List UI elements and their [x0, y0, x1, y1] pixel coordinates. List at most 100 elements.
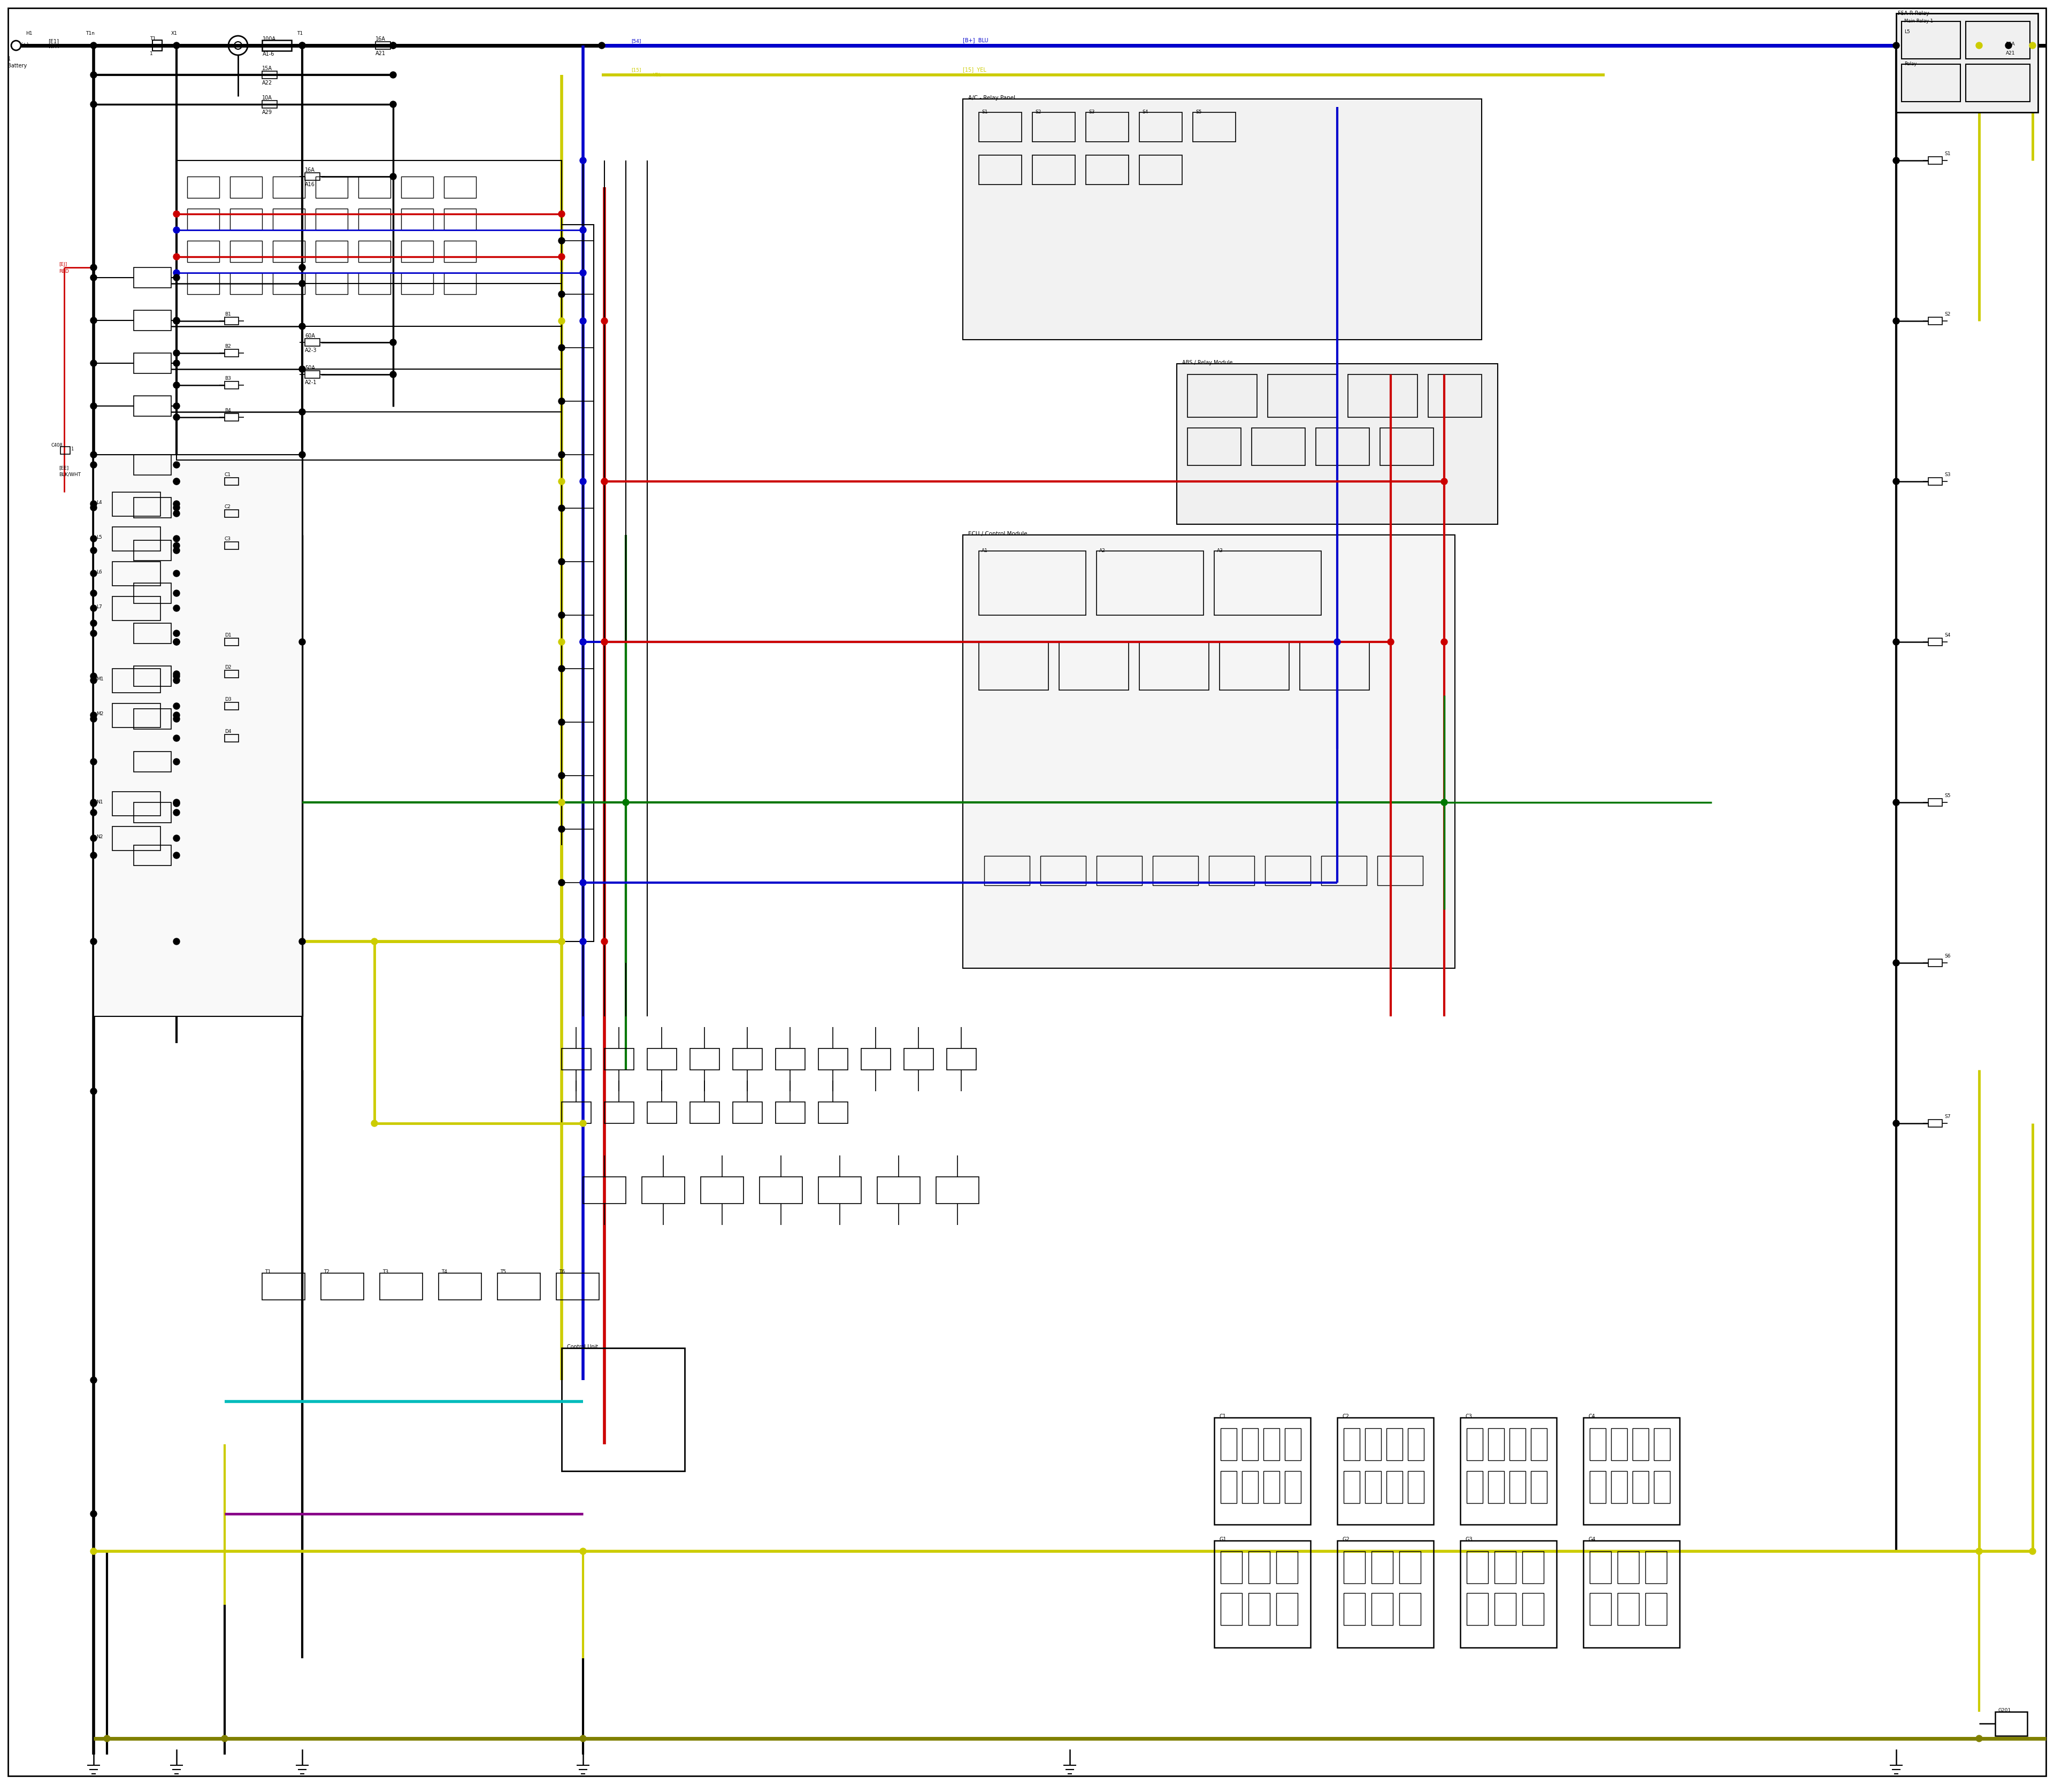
Bar [1610, 1428, 1627, 1460]
Bar [1378, 857, 1423, 885]
Bar [1140, 113, 1183, 142]
Circle shape [1442, 638, 1448, 645]
Text: D2: D2 [224, 665, 232, 670]
Text: T4: T4 [442, 1269, 448, 1274]
Bar [1097, 857, 1142, 885]
Text: A1-6: A1-6 [263, 52, 275, 57]
Bar [1399, 1552, 1421, 1584]
Circle shape [105, 1735, 111, 1742]
Circle shape [390, 174, 396, 179]
Bar [316, 240, 347, 262]
Circle shape [559, 826, 565, 831]
Bar [320, 1272, 364, 1299]
Bar [1619, 1593, 1639, 1625]
Bar [1214, 1417, 1310, 1525]
Bar [113, 668, 160, 694]
Bar [230, 240, 263, 262]
Bar [1265, 857, 1310, 885]
Bar [760, 1177, 803, 1204]
Bar [1249, 1593, 1269, 1625]
Circle shape [1442, 478, 1448, 484]
Bar [113, 826, 160, 851]
Bar [1343, 1552, 1366, 1584]
Bar [497, 1272, 540, 1299]
Bar [980, 550, 1087, 615]
Text: 15A: 15A [263, 66, 273, 72]
Bar [1152, 857, 1197, 885]
Text: X1: X1 [170, 30, 177, 36]
Bar [1467, 1593, 1487, 1625]
Text: A2-3: A2-3 [304, 348, 316, 353]
Circle shape [173, 274, 181, 281]
Circle shape [559, 238, 565, 244]
Bar [224, 509, 238, 518]
Text: [EJ]: [EJ] [60, 262, 68, 267]
Circle shape [1894, 638, 1900, 645]
Text: C2: C2 [1343, 1414, 1349, 1419]
Bar [316, 177, 347, 197]
Circle shape [1894, 478, 1900, 484]
Circle shape [173, 269, 181, 276]
Circle shape [90, 799, 97, 806]
Circle shape [559, 398, 565, 405]
Bar [134, 710, 170, 729]
Circle shape [90, 758, 97, 765]
Text: 16A: 16A [376, 36, 386, 41]
Circle shape [559, 290, 565, 297]
Bar [1994, 1711, 2027, 1736]
Bar [980, 642, 1048, 690]
Circle shape [300, 43, 306, 48]
Bar [1929, 638, 1943, 645]
Bar [1214, 1541, 1310, 1647]
Text: A1: A1 [982, 548, 988, 554]
Bar [1590, 1471, 1606, 1503]
Circle shape [90, 500, 97, 507]
Bar [1343, 1593, 1366, 1625]
Bar [380, 1272, 423, 1299]
Bar [1140, 156, 1183, 185]
Circle shape [390, 339, 396, 346]
Bar [60, 446, 70, 453]
Bar [1276, 1593, 1298, 1625]
Text: F5A-R Relay: F5A-R Relay [1898, 11, 1929, 16]
Bar [817, 1048, 848, 1070]
Circle shape [1976, 1735, 1982, 1742]
Bar [1033, 113, 1074, 142]
Bar [134, 539, 170, 561]
Bar [444, 208, 477, 229]
Circle shape [579, 638, 585, 645]
Bar [1343, 1471, 1360, 1503]
Bar [980, 156, 1021, 185]
Bar [1460, 1417, 1557, 1525]
Circle shape [173, 799, 181, 806]
Circle shape [2029, 43, 2036, 48]
Bar [963, 99, 1481, 340]
Bar [1487, 1428, 1504, 1460]
Bar [224, 349, 238, 357]
Bar [376, 41, 390, 48]
Bar [230, 272, 263, 294]
Circle shape [559, 211, 565, 217]
Circle shape [1976, 43, 1982, 48]
Bar [224, 317, 238, 324]
Circle shape [173, 382, 181, 389]
Bar [1929, 478, 1943, 486]
Bar [113, 493, 160, 516]
Bar [947, 1048, 976, 1070]
Circle shape [300, 263, 306, 271]
Bar [1263, 1471, 1280, 1503]
Bar [1467, 1552, 1487, 1584]
Bar [1251, 428, 1304, 466]
Bar [1380, 428, 1434, 466]
Bar [1097, 550, 1204, 615]
Circle shape [559, 253, 565, 260]
Text: A2: A2 [1099, 548, 1105, 554]
Text: (+): (+) [21, 41, 29, 47]
Bar [113, 527, 160, 550]
Circle shape [559, 611, 565, 618]
Bar [177, 161, 561, 461]
Bar [1633, 1471, 1649, 1503]
Circle shape [173, 853, 181, 858]
Bar [1337, 1417, 1434, 1525]
Text: T1: T1 [150, 36, 156, 41]
